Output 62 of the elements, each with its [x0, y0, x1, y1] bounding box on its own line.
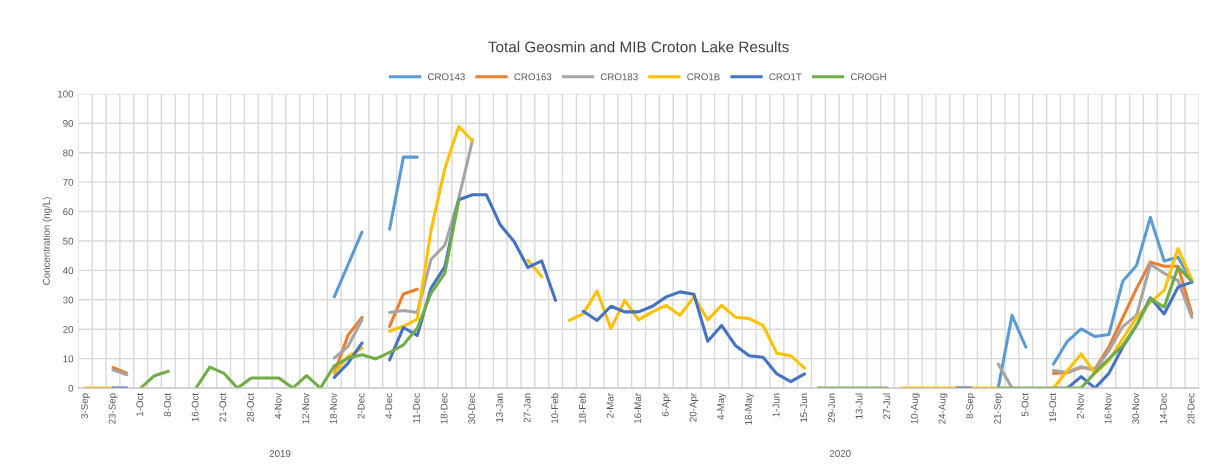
x-tick-label: 24-Aug [938, 393, 948, 424]
x-tick-label: 11-Dec [413, 393, 420, 423]
x-tick-label: 12-Nov [302, 392, 310, 424]
text: 2019 [269, 450, 291, 457]
x-tick-label: 30-Nov [1132, 392, 1140, 424]
x-tick-label: 10-Aug [910, 393, 920, 424]
x-tick-label: 4-Dec [385, 393, 393, 419]
x-tick-label: 18-May [744, 392, 754, 425]
x-tick-label: 21-Sep [993, 393, 1003, 424]
legend-label: CRO183 [600, 73, 638, 81]
legend-label: CRO163 [514, 73, 552, 81]
x-tick-label: 2-Mar [606, 393, 614, 418]
x-tick-label: 21-Oct [219, 393, 227, 422]
x-tick-label: 8-Oct [164, 393, 171, 417]
y-tick-label: 10 [63, 355, 74, 363]
x-tick-label: 2-Dec [357, 393, 365, 419]
x-tick-label: 5-Oct [1021, 393, 1029, 417]
x-tick-label: 13-Jul [855, 393, 863, 419]
x-tick-label: 10-Feb [551, 393, 559, 423]
x-tick-label: 30-Dec [468, 393, 476, 424]
legend-label: CROGH [850, 73, 886, 81]
x-tick-label: 4-Nov [274, 392, 282, 419]
y-tick-label: 60 [63, 208, 74, 216]
x-tick-label: 27-Jul [883, 393, 891, 419]
x-tick-label: 6-Apr [661, 393, 671, 417]
x-tick-label: 20-Apr [689, 393, 699, 422]
x-tick-label: 19-Oct [1049, 393, 1057, 422]
y-tick-label: 30 [63, 296, 74, 304]
y-axis-title: Concentration (ng/L) [42, 197, 52, 285]
legend-label: CRO143 [427, 73, 465, 81]
y-tick-label: 50 [63, 237, 74, 245]
x-tick-label: 8-Sep [966, 393, 976, 419]
x-tick-label: 3-Sep [81, 393, 90, 419]
x-tick-label: 13-Jan [495, 393, 503, 422]
x-tick-label: 4-May [717, 392, 727, 420]
text: 2020 [829, 450, 851, 457]
legend-label: CRO1B [687, 73, 720, 81]
y-tick-label: 100 [58, 90, 74, 98]
x-tick-label: 1-Jun [772, 393, 780, 417]
y-tick-label: 0 [68, 384, 74, 392]
x-tick-label: 15-Jun [800, 393, 808, 422]
x-tick-label: 27-Jan [523, 393, 531, 423]
x-tick-label: 28-Oct [247, 393, 254, 422]
y-tick-label: 20 [63, 325, 74, 333]
x-tick-label: 2-Nov [1076, 392, 1084, 419]
y-tick-label: 90 [63, 120, 74, 127]
x-tick-label: 18-Nov [330, 392, 337, 424]
x-tick-label: 23-Sep [108, 393, 118, 424]
x-tick-label: 18-Dec [440, 393, 448, 424]
x-tick-label: 14-Dec [1160, 393, 1167, 424]
x-tick-label: 18-Feb [578, 393, 586, 423]
y-tick-label: 80 [63, 149, 74, 157]
y-tick-label: 70 [63, 178, 74, 186]
x-tick-label: 16-Oct [191, 393, 199, 422]
x-tick-label: 16-Nov [1104, 392, 1112, 424]
x-tick-label: 29-Jun [827, 393, 835, 423]
x-tick-label: 1-Oct [136, 393, 144, 416]
chart-title: Total Geosmin and MIB Croton Lake Results [488, 41, 789, 53]
y-tick-label: 40 [62, 267, 74, 275]
x-tick-label: 16-Mar [634, 393, 642, 423]
x-tick-label: 28-Dec [1187, 393, 1195, 424]
legend-label: CRO1T [769, 73, 802, 81]
